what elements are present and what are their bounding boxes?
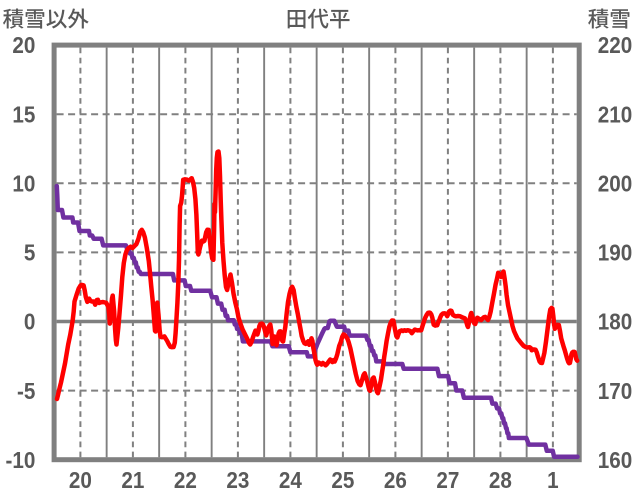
svg-text:210: 210 — [598, 101, 632, 128]
svg-text:170: 170 — [598, 378, 632, 405]
svg-text:23: 23 — [226, 467, 249, 494]
svg-text:20: 20 — [12, 32, 35, 59]
svg-text:10: 10 — [12, 170, 35, 197]
svg-text:1: 1 — [547, 467, 559, 494]
svg-text:0: 0 — [24, 308, 36, 335]
svg-text:28: 28 — [489, 467, 512, 494]
svg-text:200: 200 — [598, 170, 632, 197]
svg-text:-5: -5 — [17, 378, 35, 405]
svg-text:26: 26 — [384, 467, 407, 494]
svg-text:190: 190 — [598, 239, 632, 266]
svg-text:25: 25 — [331, 467, 354, 494]
svg-text:27: 27 — [436, 467, 459, 494]
svg-text:5: 5 — [24, 239, 36, 266]
svg-text:21: 21 — [121, 467, 144, 494]
svg-text:220: 220 — [598, 32, 632, 59]
svg-text:160: 160 — [598, 447, 632, 474]
svg-text:15: 15 — [12, 101, 35, 128]
svg-text:20: 20 — [69, 467, 92, 494]
svg-text:24: 24 — [279, 467, 303, 494]
svg-text:180: 180 — [598, 308, 632, 335]
svg-text:22: 22 — [174, 467, 197, 494]
svg-text:-10: -10 — [6, 447, 36, 474]
